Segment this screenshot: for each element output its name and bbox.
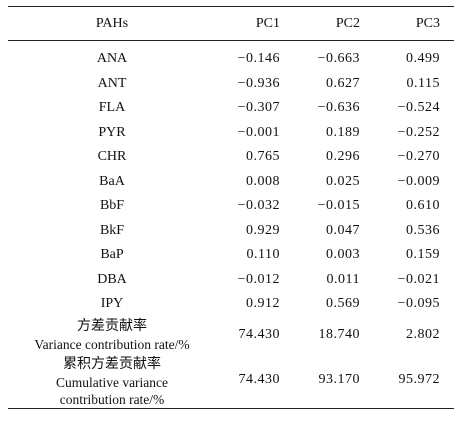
table-row: BaA 0.008 0.025 −0.009 xyxy=(8,170,454,195)
cell-pc3: 0.610 xyxy=(406,198,440,214)
cell-pc2: 0.011 xyxy=(326,271,360,287)
cell-pc2: 0.296 xyxy=(326,149,360,165)
row-label: ANT xyxy=(97,75,127,91)
row-label: FLA xyxy=(98,100,126,116)
variance-pc3: 2.802 xyxy=(406,326,440,342)
variance-label: 方差贡献率 Variance contribution rate/% xyxy=(8,317,216,353)
row-label: BbF xyxy=(99,198,125,214)
table-row: BbF −0.032 −0.015 0.610 xyxy=(8,194,454,219)
row-label: DBA xyxy=(97,271,127,287)
cell-pc3: −0.270 xyxy=(397,149,440,165)
header-pahs: PAHs xyxy=(8,6,216,41)
cell-pc1: −0.146 xyxy=(237,51,280,67)
cumulative-label-cn: 累积方差贡献率 xyxy=(63,355,161,372)
cell-pc3: −0.021 xyxy=(397,271,440,287)
cell-pc1: 0.929 xyxy=(246,222,280,238)
variance-pc2: 18.740 xyxy=(318,326,360,342)
cell-pc2: −0.015 xyxy=(317,198,360,214)
cell-pc2: 0.569 xyxy=(326,296,360,312)
cell-pc2: 0.047 xyxy=(326,222,360,238)
row-label: PYR xyxy=(98,124,126,140)
table-row: ANT −0.936 0.627 0.115 xyxy=(8,72,454,97)
table-row: DBA −0.012 0.011 −0.021 xyxy=(8,268,454,293)
cumulative-pc2: 93.170 xyxy=(294,352,374,409)
row-label: ANA xyxy=(96,51,128,67)
cell-pc1: −0.012 xyxy=(237,271,280,287)
cell-pc1: 0.765 xyxy=(246,149,280,165)
cell-pc2: −0.663 xyxy=(317,51,360,67)
header-pc3: PC3 xyxy=(374,6,454,41)
cell-pc3: 0.536 xyxy=(406,222,440,238)
cell-pc3: 0.115 xyxy=(406,75,440,91)
cell-pc1: −0.307 xyxy=(237,100,280,116)
cell-pc1: 0.110 xyxy=(246,247,280,263)
cumulative-pc3: 95.972 xyxy=(374,352,454,409)
header-pc2: PC2 xyxy=(294,6,374,41)
cell-pc2: 0.627 xyxy=(326,75,360,91)
header-pc1: PC1 xyxy=(216,6,294,41)
variance-label-cn: 方差贡献率 xyxy=(77,317,147,334)
cell-pc1: 0.008 xyxy=(246,173,280,189)
cell-pc2: 0.025 xyxy=(326,173,360,189)
row-label: CHR xyxy=(97,149,127,165)
row-label: BkF xyxy=(99,222,125,238)
cell-pc3: −0.095 xyxy=(397,296,440,312)
cell-pc1: −0.936 xyxy=(237,75,280,91)
row-label: BaA xyxy=(99,173,125,189)
table-row: BkF 0.929 0.047 0.536 xyxy=(8,219,454,244)
row-label: BaP xyxy=(100,247,124,263)
cumulative-pc1: 74.430 xyxy=(216,352,294,409)
cell-pc2: 0.003 xyxy=(326,247,360,263)
cell-pc1: 0.912 xyxy=(246,296,280,312)
row-label: IPY xyxy=(100,296,124,312)
table-row: CHR 0.765 0.296 −0.270 xyxy=(8,145,454,170)
variance-label-en: Variance contribution rate/% xyxy=(34,336,190,352)
table-row: FLA −0.307 −0.636 −0.524 xyxy=(8,96,454,121)
cell-pc3: 0.499 xyxy=(406,51,440,67)
cell-pc1: −0.001 xyxy=(237,124,280,140)
header-row: PAHs PC1 PC2 PC3 xyxy=(8,6,454,41)
table-row: IPY 0.912 0.569 −0.095 xyxy=(8,292,454,317)
cell-pc1: −0.032 xyxy=(237,198,280,214)
variance-pc1: 74.430 xyxy=(238,326,280,342)
cumulative-row: 累积方差贡献率 Cumulative variance contribution… xyxy=(8,352,454,409)
cell-pc3: −0.252 xyxy=(397,124,440,140)
cell-pc3: −0.009 xyxy=(397,173,440,189)
cell-pc3: −0.524 xyxy=(397,100,440,116)
table-row: ANA −0.146 −0.663 0.499 xyxy=(8,41,454,72)
cell-pc2: −0.636 xyxy=(317,100,360,116)
cumulative-label-en-1: Cumulative variance xyxy=(55,374,169,390)
table-row: BaP 0.110 0.003 0.159 xyxy=(8,243,454,268)
cell-pc3: 0.159 xyxy=(406,247,440,263)
table-row: PYR −0.001 0.189 −0.252 xyxy=(8,121,454,146)
variance-row: 方差贡献率 Variance contribution rate/% 74.43… xyxy=(8,317,454,353)
cumulative-label: 累积方差贡献率 Cumulative variance contribution… xyxy=(8,352,216,409)
cell-pc2: 0.189 xyxy=(326,124,360,140)
pca-loadings-table: PAHs PC1 PC2 PC3 ANA −0.146 −0.663 0.499… xyxy=(8,6,454,409)
cumulative-label-en-2: contribution rate/% xyxy=(59,391,165,407)
